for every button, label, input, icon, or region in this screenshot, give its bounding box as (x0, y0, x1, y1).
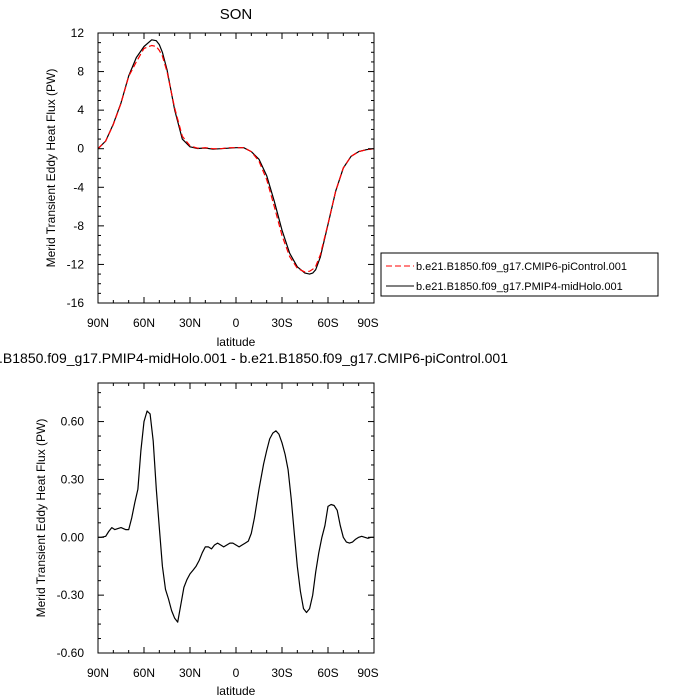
top-x-axis-label: latitude (217, 335, 256, 349)
bottom-chart-title: b.e21.B1850.f09_g17.PMIP4-midHolo.001 - … (0, 350, 508, 366)
bottom-chart: b.e21.B1850.f09_g17.PMIP4-midHolo.001 - … (0, 350, 508, 698)
top-x-tick-label: 90N (87, 316, 109, 330)
legend-label-picontrol: b.e21.B1850.f09_g17.CMIP6-piControl.001 (416, 261, 627, 273)
legend-box (380, 252, 659, 297)
bottom-plot-frame (97, 382, 375, 654)
top-y-tick-label: -4 (73, 180, 84, 194)
bottom-y-tick-label: -0.60 (57, 646, 85, 660)
top-x-tick-label: 90S (357, 316, 378, 330)
bottom-tick-marks (97, 383, 375, 654)
bottom-series-line-0 (98, 410, 374, 623)
top-plot-frame (97, 32, 375, 304)
top-y-tick-label: -16 (67, 296, 85, 310)
bottom-y-tick-label: 0.30 (61, 472, 85, 486)
bottom-line-layer (98, 410, 374, 623)
top-x-tick-label: 60N (133, 316, 155, 330)
top-x-tick-label: 60S (317, 316, 338, 330)
top-tick-marks (97, 32, 375, 304)
bottom-x-tick-label: 60S (317, 666, 338, 680)
bottom-y-tick-label: 0.00 (61, 530, 85, 544)
top-x-tick-label: 0 (233, 316, 240, 330)
bottom-x-tick-label: 0 (233, 666, 240, 680)
top-y-tick-label: -12 (67, 257, 85, 271)
top-line-layer (97, 39, 375, 275)
top-y-axis-label: Merid Transient Eddy Heat Flux (PW) (44, 69, 58, 268)
bottom-y-tick-label: -0.30 (57, 588, 85, 602)
bottom-x-tick-label: 30N (179, 666, 201, 680)
top-y-tick-label: -8 (73, 219, 84, 233)
bottom-x-tick-label: 90N (87, 666, 109, 680)
top-series-line-1 (97, 39, 375, 275)
bottom-x-tick-label: 90S (357, 666, 378, 680)
top-y-tick-label: 8 (77, 65, 84, 79)
top-y-tick-label: 4 (77, 103, 84, 117)
top-chart: SON -16 -12 -8 -4 0 4 8 12 90N 60N 30N 0… (44, 6, 659, 349)
bottom-y-tick-label: 0.60 (61, 415, 85, 429)
bottom-x-tick-label: 60N (133, 666, 155, 680)
top-y-tick-label: 12 (71, 26, 85, 40)
legend: b.e21.B1850.f09_g17.CMIP6-piControl.001 … (380, 252, 659, 297)
bottom-y-axis-label: Merid Transient Eddy Heat Flux (PW) (34, 419, 48, 618)
bottom-x-tick-label: 30S (271, 666, 292, 680)
top-y-tick-label: 0 (77, 142, 84, 156)
top-x-tick-label: 30N (179, 316, 201, 330)
bottom-x-axis-label: latitude (217, 684, 256, 698)
legend-label-midholo: b.e21.B1850.f09_g17.PMIP4-midHolo.001 (416, 281, 623, 293)
top-chart-title: SON (220, 6, 253, 23)
top-x-tick-label: 30S (271, 316, 292, 330)
top-series-line-0 (97, 44, 375, 273)
